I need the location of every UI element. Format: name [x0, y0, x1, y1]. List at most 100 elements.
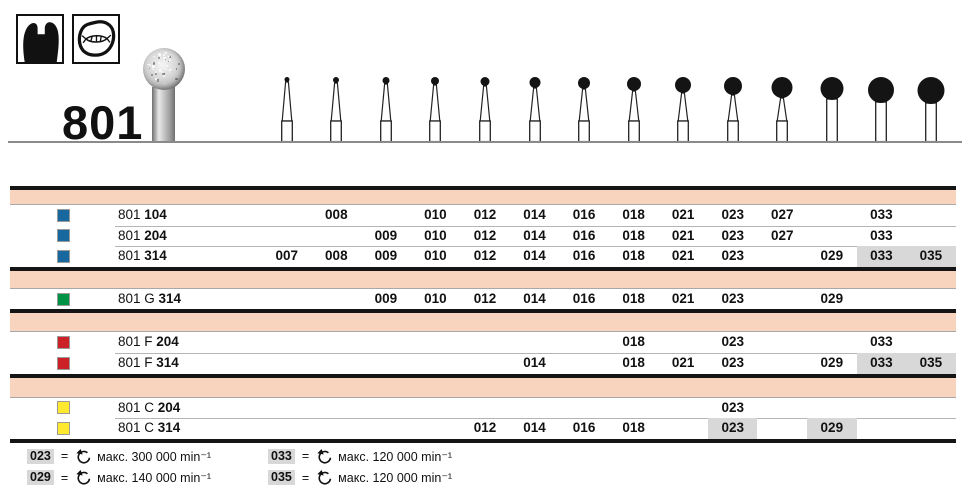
figure-number: 801 — [62, 96, 144, 149]
group-divider-line — [10, 373, 956, 378]
diamond-grit-speck — [154, 70, 157, 73]
row-label-series: 801 — [118, 207, 145, 222]
size-cell: 018 — [622, 355, 645, 370]
diamond-grit-speck — [149, 63, 152, 66]
legend-equals: = — [60, 470, 69, 485]
diamond-grit-speck — [163, 75, 166, 77]
group-divider-line — [10, 266, 956, 271]
bur-silhouette — [578, 77, 591, 142]
diamond-grit-speck — [158, 53, 161, 55]
diamond-grit-speck — [152, 61, 154, 63]
diamond-grit-speck — [153, 55, 155, 58]
highlighted-cell-background — [707, 418, 758, 439]
row-label-shank: 314 — [156, 355, 179, 370]
size-cell: 018 — [622, 207, 645, 222]
size-cell: 018 — [622, 248, 645, 264]
green-grit-square — [57, 292, 70, 306]
row-separator — [115, 418, 956, 420]
band-underline — [10, 287, 956, 289]
size-cell: 008 — [325, 248, 348, 264]
row-label: 801 104 — [118, 205, 167, 226]
rotation-speed-icon-wrap — [75, 448, 92, 465]
group-band — [10, 190, 956, 204]
rotation-speed-icon — [76, 448, 91, 464]
tooth-occlusal-view-icon — [72, 14, 120, 64]
yellow-grit-square — [57, 401, 70, 415]
size-cell: 033 — [870, 355, 893, 370]
bur-silhouette — [675, 77, 692, 142]
row-separator — [115, 225, 956, 227]
legend-item: 035 = макс. 120 000 min⁻¹ — [268, 470, 452, 486]
diamond-grit-speck — [163, 57, 166, 60]
size-cell: 014 — [523, 355, 546, 370]
row-label: 801 C 314 — [118, 418, 180, 439]
diamond-grit-speck — [154, 78, 157, 80]
size-cell: 029 — [820, 248, 844, 264]
diamond-grit-speck — [157, 62, 160, 65]
size-cell: 014 — [523, 207, 546, 222]
legend-size-code: 035 — [268, 470, 295, 485]
blue-grit-square — [57, 249, 70, 263]
size-cell: 021 — [671, 227, 695, 243]
legend-max-speed-text: макс. 300 000 min⁻¹ — [97, 449, 212, 464]
size-cell: 014 — [523, 248, 546, 264]
bur-silhouette — [626, 77, 641, 142]
diamond-grit-speck — [164, 51, 167, 55]
legend-size-code: 033 — [268, 448, 295, 464]
size-cell: 016 — [572, 227, 596, 243]
row-label-shank: 314 — [158, 290, 182, 306]
table-row: 801 C 204 023 — [10, 398, 956, 419]
size-cell: 018 — [622, 290, 645, 306]
size-cell: 010 — [424, 227, 447, 243]
size-cell: 023 — [721, 355, 744, 370]
size-cell: 010 — [424, 248, 447, 264]
size-cell: 012 — [473, 207, 497, 222]
bur-silhouette — [868, 77, 895, 142]
size-cell: 009 — [374, 227, 398, 243]
row-label-shank: 314 — [157, 420, 181, 436]
size-cell: 018 — [622, 420, 645, 436]
size-cell: 010 — [424, 290, 447, 306]
yellow-grit-square — [57, 421, 70, 435]
size-cell: 033 — [870, 227, 893, 243]
diamond-grit-speck — [164, 52, 166, 54]
size-cell: 021 — [671, 248, 695, 264]
bur-silhouette — [429, 77, 442, 142]
bur-silhouette — [820, 77, 844, 142]
bur-silhouette — [528, 77, 541, 142]
size-cell: 023 — [721, 248, 744, 264]
diamond-grit-speck — [168, 60, 170, 62]
group-divider-line — [10, 309, 956, 314]
group-divider-line — [10, 186, 956, 190]
legend-size-code: 029 — [27, 470, 54, 485]
legend-equals: = — [60, 449, 69, 463]
size-cell: 029 — [820, 355, 844, 370]
size-cell: 035 — [919, 248, 943, 264]
red-grit-square — [57, 356, 70, 370]
diamond-grit-speck — [169, 69, 172, 72]
size-cell: 035 — [919, 355, 943, 370]
size-cell: 018 — [622, 227, 645, 243]
bur-silhouette — [771, 77, 793, 142]
row-label-shank: 104 — [144, 207, 167, 222]
size-cell: 008 — [325, 207, 348, 222]
legend-item: 029 = макс. 140 000 min⁻¹ — [27, 470, 211, 486]
size-cell: 016 — [572, 290, 596, 306]
blue-grit-square — [57, 208, 70, 222]
diamond-grit-speck — [157, 78, 159, 81]
size-cell: 033 — [870, 207, 893, 222]
group-band — [10, 377, 956, 397]
diamond-grit-speck — [158, 57, 161, 60]
diamond-grit-speck — [159, 56, 162, 58]
row-label: 801 G 314 — [118, 289, 181, 310]
size-cell: 016 — [572, 207, 596, 222]
tooth-crown-silhouette-icon — [16, 14, 64, 64]
size-cell: 029 — [820, 420, 844, 436]
diamond-grit-speck — [166, 64, 169, 67]
diamond-grit-speck — [175, 68, 178, 71]
rotation-speed-icon — [317, 448, 332, 464]
size-cell: 023 — [721, 227, 744, 243]
size-cell: 012 — [473, 248, 497, 264]
size-cell: 016 — [572, 420, 596, 436]
